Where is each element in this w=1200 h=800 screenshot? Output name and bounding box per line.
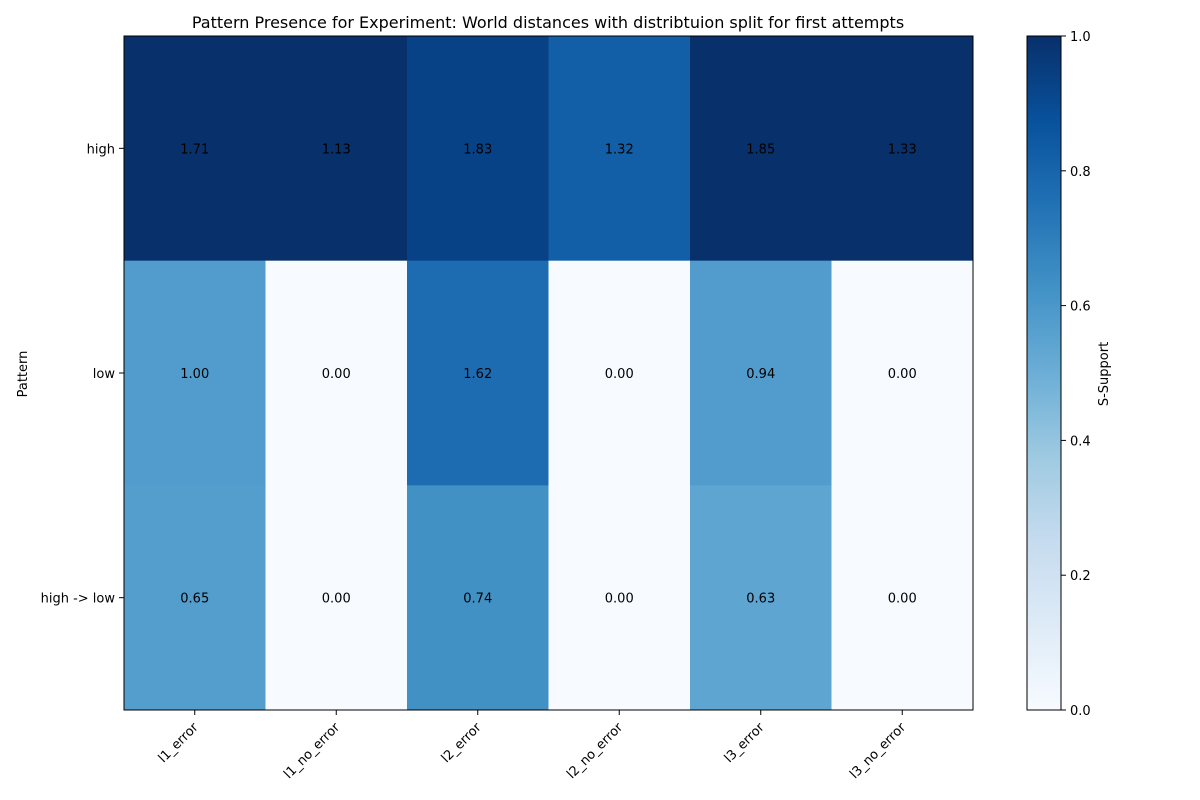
colorbar-tick-label: 0.8	[1070, 165, 1091, 180]
chart-title: Pattern Presence for Experiment: World d…	[192, 13, 904, 32]
cell-value-label: 0.00	[888, 592, 917, 607]
cell-value-label: 0.65	[180, 592, 209, 607]
colorbar-tick-label: 0.2	[1070, 569, 1091, 584]
x-tick-label: l1_error	[156, 720, 202, 766]
cell-value-label: 0.00	[605, 592, 634, 607]
cell-value-label: 0.63	[746, 592, 775, 607]
cell-value-label: 1.85	[746, 142, 775, 157]
heatmap-cell	[548, 36, 691, 262]
x-tick-label: l3_no_error	[847, 720, 909, 782]
heatmap-cell	[265, 485, 408, 711]
heatmap-cell	[548, 260, 691, 486]
cell-value-label: 0.74	[463, 592, 492, 607]
cell-value-label: 0.00	[322, 367, 351, 382]
colorbar-tick-label: 0.6	[1070, 300, 1091, 315]
colorbar	[1026, 35, 1062, 711]
cell-value-label: 1.00	[180, 367, 209, 382]
y-tick-label: high -> low	[41, 592, 116, 607]
cell-value-label: 1.33	[888, 142, 917, 157]
heatmap-cell	[124, 485, 266, 711]
heatmap-cell	[690, 260, 832, 486]
cell-value-label: 1.71	[180, 142, 209, 157]
heatmap-cell	[124, 260, 266, 486]
heatmap-cell	[407, 260, 549, 486]
heatmap-cell	[265, 36, 408, 262]
y-tick-label: low	[93, 367, 116, 382]
cell-value-label: 0.00	[888, 367, 917, 382]
heatmap-cell	[407, 36, 549, 262]
heatmap-cell	[831, 260, 974, 486]
heatmap-cell	[690, 485, 832, 711]
cell-value-label: 1.13	[322, 142, 351, 157]
colorbar-label: S-Support	[1097, 342, 1112, 406]
cell-value-label: 1.83	[463, 142, 492, 157]
heatmap-cell	[124, 36, 266, 262]
heatmap-cell	[265, 260, 408, 486]
heatmap-cell	[831, 36, 974, 262]
x-tick-label: l3_error	[722, 720, 768, 766]
x-tick-label: l2_no_error	[564, 720, 626, 782]
colorbar-tick-label: 1.0	[1070, 30, 1091, 45]
colorbar-tick-label: 0.0	[1070, 704, 1091, 719]
colorbar-tick-label: 0.4	[1070, 434, 1091, 449]
y-tick-label: high	[87, 142, 115, 157]
x-tick-label: l2_error	[439, 720, 485, 766]
x-tick-label: l1_no_error	[281, 720, 343, 782]
cell-value-label: 0.94	[746, 367, 775, 382]
cell-value-label: 0.00	[605, 367, 634, 382]
cell-value-label: 1.62	[463, 367, 492, 382]
heatmap-cell	[831, 485, 974, 711]
heatmap-cell	[548, 485, 691, 711]
cell-value-label: 1.32	[605, 142, 634, 157]
heatmap-cell	[690, 36, 832, 262]
heatmap-cell	[407, 485, 549, 711]
y-axis-label: Pattern	[16, 351, 31, 398]
cell-value-label: 0.00	[322, 592, 351, 607]
